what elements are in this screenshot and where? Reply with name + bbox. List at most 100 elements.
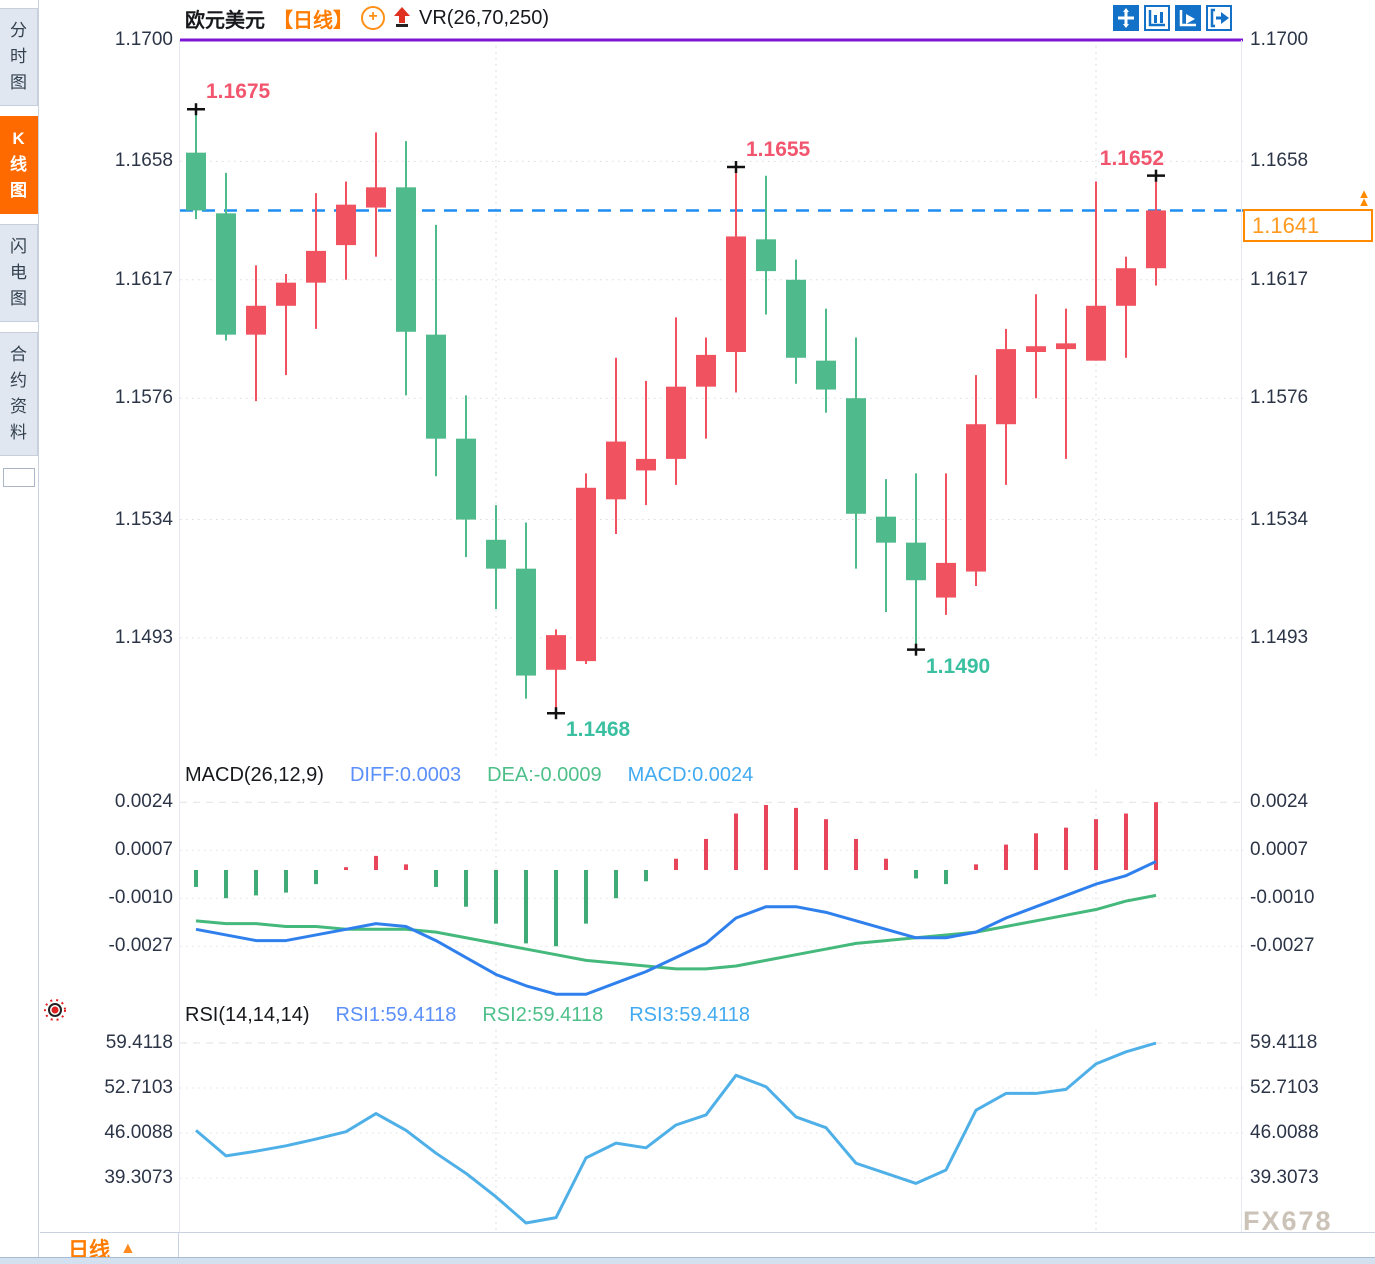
candle xyxy=(966,424,986,572)
latest-bars-icon[interactable] xyxy=(1175,5,1201,31)
indicator-settings-sun-icon[interactable] xyxy=(42,997,68,1023)
macd-axis-label-right: -0.0027 xyxy=(1250,935,1315,957)
sidebar-tab-label: K线图 xyxy=(10,129,27,200)
macd-diff-value: DIFF:0.0003 xyxy=(349,763,462,786)
sidebar-tab-K线图[interactable]: K线图 xyxy=(0,116,38,214)
sidebar-tabs: 分时图 K线图闪电图合约资料 xyxy=(0,8,38,487)
add-indicator-icon[interactable]: + xyxy=(361,6,385,30)
candle xyxy=(426,334,446,439)
candle xyxy=(756,239,776,272)
rsi1-value: RSI1:59.4118 xyxy=(335,1003,457,1026)
axis-range-icon[interactable] xyxy=(1144,5,1170,31)
macd-axis-label-left: -0.0010 xyxy=(108,887,173,909)
crosshair-icon[interactable] xyxy=(1113,5,1139,31)
rsi-axis-label-left: 52.7103 xyxy=(104,1076,173,1098)
watermark: FX678 xyxy=(1243,1206,1333,1236)
red-up-arrow-icon xyxy=(394,7,410,27)
candle xyxy=(876,516,896,543)
candle xyxy=(996,349,1016,425)
extreme-price-annotation: 1.1675 xyxy=(206,80,271,104)
rsi-axis-label-left: 39.3073 xyxy=(104,1166,173,1188)
price-axis-label-right: 1.1617 xyxy=(1250,268,1309,290)
candle xyxy=(846,398,866,514)
macd-dea-value: DEA:-0.0009 xyxy=(487,763,602,786)
candle xyxy=(366,187,386,208)
candle xyxy=(486,539,506,569)
candle xyxy=(1116,268,1136,306)
price-axis-label-right: 1.1576 xyxy=(1250,387,1309,409)
rsi-axis-label-left: 46.0088 xyxy=(104,1121,173,1143)
macd-header: MACD(26,12,9) DIFF:0.0003 DEA:-0.0009 MA… xyxy=(185,763,753,787)
price-axis-label-left: 1.1493 xyxy=(114,627,173,648)
period-arrow-icon: ▲ xyxy=(120,1239,136,1257)
macd-axis-label-right: -0.0010 xyxy=(1250,887,1315,909)
price-axis-label-right: 1.1658 xyxy=(1250,150,1309,172)
extreme-price-annotation: 1.1655 xyxy=(746,138,811,161)
rsi3-value: RSI3:59.4118 xyxy=(629,1003,751,1026)
extreme-price-annotation: 1.1468 xyxy=(566,718,631,742)
sidebar-tab-label: 闪电图 xyxy=(10,237,27,308)
candle xyxy=(816,360,836,390)
sidebar-tab-闪电图[interactable]: 闪电图 xyxy=(0,224,38,322)
axis-separator-right xyxy=(1241,40,1242,1232)
price-axis-label-left: 1.1658 xyxy=(114,150,173,172)
horizontal-scrollbar[interactable] xyxy=(0,1257,1375,1264)
candle xyxy=(276,282,296,306)
price-axis-label-left: 1.1700 xyxy=(114,29,173,50)
extreme-price-annotation: 1.1490 xyxy=(926,654,991,678)
macd-macd-value: MACD:0.0024 xyxy=(627,763,754,786)
candle xyxy=(546,635,566,670)
candle xyxy=(336,204,356,246)
candle xyxy=(396,187,416,332)
rsi-title: RSI(14,14,14) xyxy=(185,1003,310,1026)
toolbar xyxy=(1113,5,1232,31)
axis-separator-left xyxy=(179,40,180,1232)
sidebar-footer-box xyxy=(3,468,35,487)
rsi2-value: RSI2:59.4118 xyxy=(482,1003,604,1026)
candle xyxy=(1026,346,1046,353)
symbol-title: 欧元美元 xyxy=(185,9,265,32)
candle xyxy=(936,562,956,598)
candle xyxy=(636,458,656,471)
candle xyxy=(786,279,806,358)
price-axis-label-left: 1.1534 xyxy=(114,508,173,530)
rsi-axis-label-right: 52.7103 xyxy=(1250,1076,1319,1098)
candle xyxy=(1056,343,1076,350)
candle xyxy=(216,213,236,335)
rsi-axis-label-right: 39.3073 xyxy=(1250,1166,1319,1188)
jump-to-end-icon[interactable] xyxy=(1206,5,1232,31)
sidebar-tab-合约资料[interactable]: 合约资料 xyxy=(0,332,38,456)
price-axis-label-right: 1.1700 xyxy=(1250,29,1309,50)
price-up-marker-icon: ▲ ▲ xyxy=(1357,186,1371,210)
macd-axis-label-right: 0.0024 xyxy=(1250,791,1309,813)
period-selector[interactable]: 【日线】 xyxy=(273,9,353,32)
candle xyxy=(246,305,266,335)
candle xyxy=(906,542,926,581)
rsi-axis-label-right: 46.0088 xyxy=(1250,1121,1319,1143)
price-axis-label-left: 1.1617 xyxy=(114,268,173,290)
rsi-header: RSI(14,14,14) RSI1:59.4118 RSI2:59.4118 … xyxy=(185,1003,750,1027)
rsi-axis-label-left: 59.4118 xyxy=(105,1032,173,1053)
candle xyxy=(666,386,686,459)
period-label: 日线 xyxy=(68,1238,110,1262)
candle xyxy=(306,250,326,283)
candle xyxy=(606,441,626,500)
sidebar-tab-分时图[interactable]: 分时图 xyxy=(0,8,38,106)
macd-axis-label-right: 0.0007 xyxy=(1250,839,1309,861)
candle xyxy=(576,487,596,662)
macd-axis-label-left: -0.0027 xyxy=(108,935,173,957)
macd-title: MACD(26,12,9) xyxy=(185,763,324,786)
candle xyxy=(516,568,536,676)
sidebar: 分时图 K线图闪电图合约资料 xyxy=(0,0,39,1264)
sidebar-tab-label: 合约资料 xyxy=(10,345,27,442)
price-axis-label-right: 1.1493 xyxy=(1250,627,1309,648)
chart-header: 欧元美元 【日线】 + VR(26,70,250) xyxy=(185,3,549,33)
extreme-price-annotation: 1.1652 xyxy=(1099,146,1164,170)
candle xyxy=(456,438,476,520)
price-axis-label-left: 1.1576 xyxy=(114,387,173,409)
macd-axis-label-left: 0.0024 xyxy=(114,791,173,813)
price-axis-label-right: 1.1534 xyxy=(1250,508,1309,530)
candle xyxy=(726,236,746,353)
